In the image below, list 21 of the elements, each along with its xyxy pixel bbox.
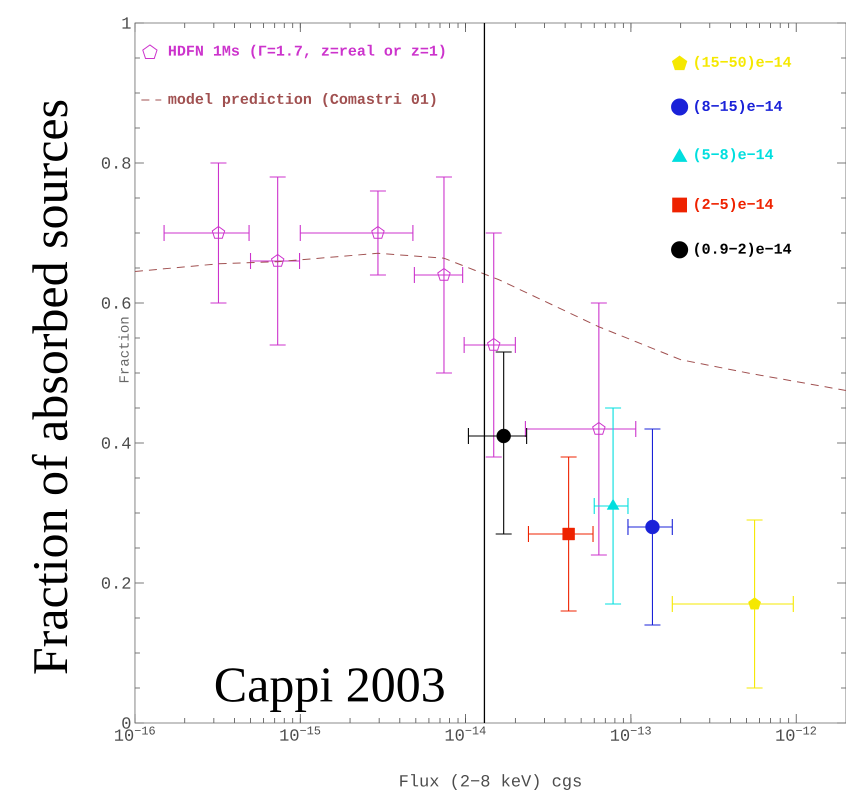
y-axis-title: Fraction of absorbed sources [32,100,68,674]
x-tick-label: 10$^{−15}$ [280,726,320,741]
y-tick-label: 0.8 [102,157,130,169]
y-tick-label: 1 [122,17,131,29]
y-tick-label: 0.6 [102,297,130,309]
text: Fraction [118,318,129,382]
legend-label: (5−8)e−14 [695,148,774,162]
x-tick-label: 10$^{−12}$ [776,726,816,741]
y-tick-label: 0 [122,717,130,729]
y-tick-label: 0.2 [102,577,130,589]
legend-label: model prediction (Comastri 01) [168,92,436,107]
x-tick-label: 10$^{−13}$ [610,726,651,741]
legend-label: (15−50)e−14 [695,56,792,70]
annotation: Cappi 2003 [216,668,444,712]
legend-label: (8−15)e−14 [695,100,782,114]
legend-label: HDFN 1Ms (Γ=1.7, z=real or z=1) [168,44,444,59]
y-tick-label: 0.4 [102,437,131,449]
x-axis-title: Flux (2−8 keV) cgs [400,774,581,790]
legend-label: (0.9−2)e−14 [695,242,792,257]
legend-label: (2−5)e−14 [695,198,774,212]
x-tick-label: 10$^{−14}$ [446,726,486,741]
